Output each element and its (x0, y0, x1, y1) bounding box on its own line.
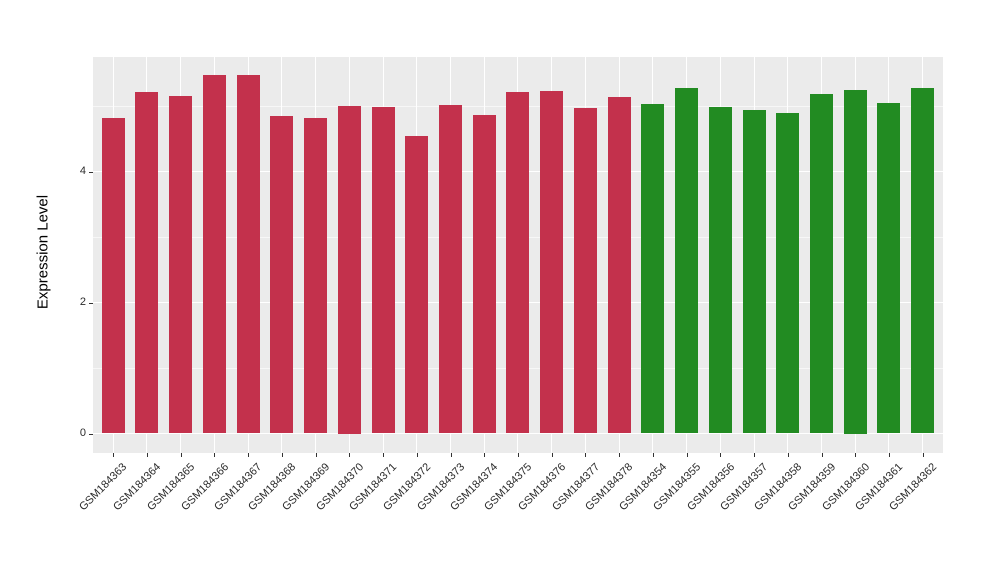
x-tick (248, 453, 250, 457)
x-tick (450, 453, 452, 457)
x-tick (551, 453, 553, 457)
bar-GSM184375 (506, 92, 530, 434)
x-tick (484, 453, 486, 457)
x-tick (349, 453, 351, 457)
x-tick (922, 453, 924, 457)
bar-GSM184368 (270, 116, 294, 434)
bar-GSM184372 (405, 136, 429, 434)
bar-GSM184362 (911, 88, 935, 434)
bar-GSM184366 (202, 74, 226, 434)
y-tick (89, 302, 93, 304)
bar-GSM184364 (135, 91, 159, 434)
bar-GSM184365 (169, 96, 193, 434)
bar-GSM184369 (304, 118, 328, 434)
y-tick-label: 4 (79, 165, 86, 177)
bar-GSM184373 (439, 105, 462, 434)
bar-GSM184377 (573, 107, 597, 434)
y-tick-label: 2 (79, 296, 86, 308)
bar-GSM184370 (337, 106, 361, 434)
x-tick (686, 453, 688, 457)
x-tick (214, 453, 216, 457)
bar-GSM184360 (843, 89, 867, 434)
bar-GSM184361 (877, 103, 901, 434)
x-tick (383, 453, 385, 457)
bar-GSM184356 (708, 106, 732, 434)
y-axis-title: Expression Level (34, 194, 52, 310)
bar-GSM184363 (101, 118, 125, 434)
x-tick (416, 453, 418, 457)
x-tick (585, 453, 587, 457)
bar-GSM184358 (776, 112, 800, 434)
x-tick (652, 453, 654, 457)
x-tick (787, 453, 789, 457)
x-tick (517, 453, 519, 457)
x-tick (281, 453, 283, 457)
x-tick (855, 453, 857, 457)
bar-GSM184359 (810, 93, 834, 434)
x-tick (720, 453, 722, 457)
bar-GSM184355 (675, 88, 699, 434)
plot-panel (93, 57, 943, 453)
x-tick (754, 453, 756, 457)
x-tick (180, 453, 182, 457)
bar-GSM184354 (641, 104, 665, 434)
bar-GSM184357 (742, 109, 766, 434)
x-tick (821, 453, 823, 457)
x-tick (619, 453, 621, 457)
bar-GSM184376 (540, 90, 564, 434)
bar-GSM184371 (371, 106, 395, 434)
bar-GSM184367 (236, 74, 260, 434)
y-tick (89, 433, 93, 435)
x-tick (113, 453, 115, 457)
bar-GSM184374 (472, 115, 496, 434)
x-tick (315, 453, 317, 457)
x-tick (146, 453, 148, 457)
x-tick (888, 453, 890, 457)
y-tick-label: 0 (79, 427, 86, 439)
y-tick (89, 171, 93, 173)
bar-GSM184378 (607, 97, 631, 434)
